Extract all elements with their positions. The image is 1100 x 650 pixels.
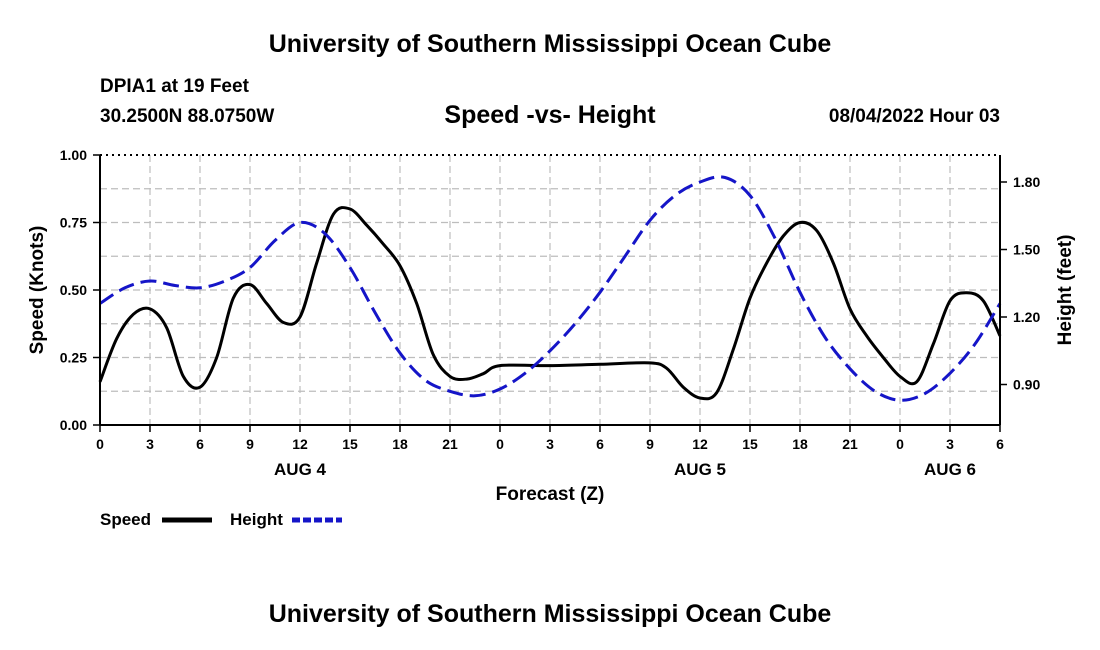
coordinates-label: 30.2500N 88.0750W <box>100 106 275 127</box>
x-tick-label: 9 <box>246 436 254 452</box>
x-tick-label: 3 <box>146 436 154 452</box>
x-tick-label: 18 <box>392 436 408 452</box>
y2-tick-label: 1.50 <box>1013 242 1040 258</box>
date-label: AUG 5 <box>674 460 726 479</box>
forecast-datetime: 08/04/2022 Hour 03 <box>828 106 1000 127</box>
date-label: AUG 4 <box>274 460 327 479</box>
y-tick-label: 0.00 <box>60 417 87 433</box>
axis-labels: Forecast (Z) Speed (Knots) Height (feet) <box>27 226 1076 505</box>
x-tick-label: 3 <box>946 436 954 452</box>
x-tick-label: 21 <box>442 436 458 452</box>
legend: Speed Height <box>100 510 342 529</box>
y2-axis-title: Height (feet) <box>1055 235 1076 346</box>
legend-speed-label: Speed <box>100 510 151 529</box>
chart-title: Speed -vs- Height <box>444 101 656 129</box>
date-label: AUG 6 <box>924 460 976 479</box>
x-tick-label: 12 <box>292 436 308 452</box>
series-layer <box>98 175 1002 402</box>
page-title: University of Southern Mississippi Ocean… <box>268 30 832 58</box>
x-axis-title: Forecast (Z) <box>496 484 605 505</box>
y2-tick-label: 1.80 <box>1013 174 1040 190</box>
station-label: DPIA1 at 19 Feet <box>100 76 249 97</box>
x-tick-label: 12 <box>692 436 708 452</box>
y-tick-label: 0.25 <box>60 350 87 366</box>
axes: 0 3 6 9 12 15 18 21 0 3 6 9 12 15 18 21 0 3 6 AUG 4 AUG 5 AUG… <box>60 147 1041 479</box>
y2-tick-label: 0.90 <box>1013 377 1040 393</box>
speed-series-line <box>98 206 1002 401</box>
y-tick-label: 1.00 <box>60 147 87 163</box>
x-tick-label: 18 <box>792 436 808 452</box>
x-tick-label: 0 <box>496 436 504 452</box>
x-tick-label: 15 <box>342 436 358 452</box>
footer-title: University of Southern Mississippi Ocean… <box>268 600 832 628</box>
x-tick-label: 0 <box>896 436 904 452</box>
x-tick-label: 21 <box>842 436 858 452</box>
x-tick-label: 6 <box>196 436 204 452</box>
x-tick-label: 9 <box>646 436 654 452</box>
y-tick-label: 0.50 <box>60 282 87 298</box>
x-tick-label: 6 <box>996 436 1004 452</box>
y-axis-title: Speed (Knots) <box>27 226 48 355</box>
x-tick-label: 6 <box>596 436 604 452</box>
height-series-line <box>99 175 1002 402</box>
x-tick-label: 15 <box>742 436 758 452</box>
x-tick-label: 0 <box>96 436 104 452</box>
legend-height-label: Height <box>230 510 283 529</box>
y2-tick-label: 1.20 <box>1013 309 1040 325</box>
y-tick-label: 0.75 <box>60 215 87 231</box>
x-tick-label: 3 <box>546 436 554 452</box>
